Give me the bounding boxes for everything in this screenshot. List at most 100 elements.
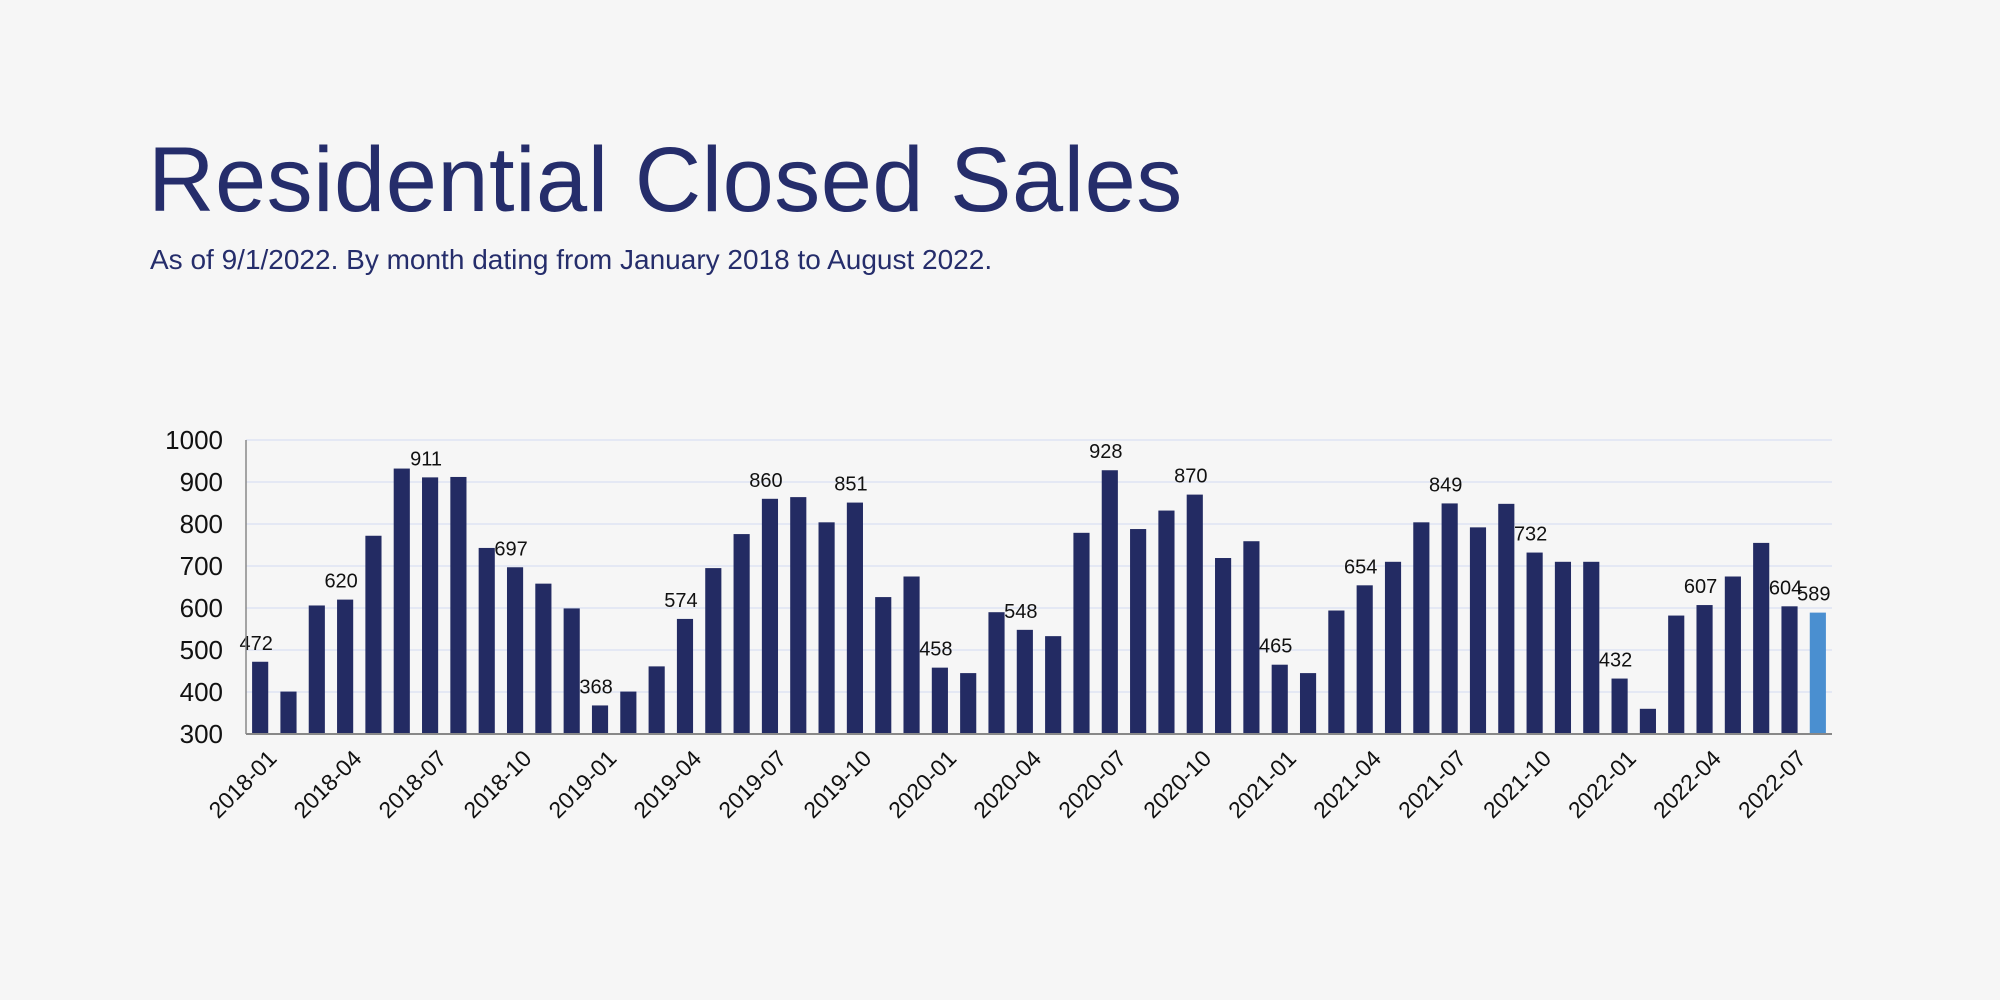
data-label-2018-10: 697	[494, 538, 527, 560]
x-tick-label: 2020-01	[883, 745, 961, 823]
data-label-2021-07: 849	[1429, 474, 1462, 496]
y-tick-label: 1000	[165, 425, 223, 455]
bar-2021-09	[1498, 503, 1515, 734]
bar-2022-04	[1696, 605, 1713, 734]
bar-2021-05	[1384, 561, 1402, 734]
x-tick-label: 2021-01	[1223, 745, 1301, 823]
data-label-2022-04: 607	[1684, 576, 1717, 598]
bar-2018-09	[478, 547, 495, 734]
bar-2020-04	[1016, 629, 1033, 734]
x-tick-label: 2021-10	[1478, 745, 1556, 823]
bar-2022-07	[1781, 606, 1798, 734]
bar-2019-12	[903, 576, 920, 734]
y-tick-label: 900	[180, 467, 223, 497]
bar-2019-05	[705, 568, 722, 734]
x-tick-label: 2019-04	[628, 745, 706, 823]
bar-2019-03	[648, 666, 665, 734]
bar-2021-04	[1356, 585, 1373, 734]
data-label-2021-10: 732	[1514, 524, 1547, 546]
data-label-2020-10: 870	[1174, 466, 1207, 488]
bar-2018-08	[450, 476, 467, 734]
x-tick-label: 2018-10	[458, 745, 536, 823]
data-label-2021-04: 654	[1344, 556, 1377, 578]
bar-2022-01	[1611, 678, 1628, 734]
bar-2018-11	[535, 583, 552, 734]
page-title: Residential Closed Sales	[148, 129, 1183, 231]
x-tick-label: 2021-04	[1308, 745, 1386, 823]
x-tick-label: 2021-07	[1393, 745, 1471, 823]
data-label-2019-04: 574	[664, 590, 697, 612]
bar-2021-07	[1441, 503, 1458, 734]
bar-2020-12	[1243, 541, 1260, 734]
bar-2022-03	[1668, 615, 1685, 734]
x-tick-label: 2022-01	[1563, 745, 1641, 823]
x-tick-label: 2020-07	[1053, 745, 1131, 823]
bar-2018-07	[422, 477, 439, 734]
bar-2019-07	[761, 498, 779, 734]
x-tick-label: 2020-10	[1138, 745, 1216, 823]
data-label-2020-07: 928	[1089, 441, 1122, 463]
data-label-2019-07: 860	[749, 470, 782, 492]
x-tick-label: 2022-04	[1648, 745, 1726, 823]
bar-2020-07	[1101, 470, 1118, 734]
x-tick-label: 2022-07	[1733, 745, 1811, 823]
bar-2021-08	[1469, 527, 1487, 734]
bar-2022-08	[1809, 612, 1826, 734]
bar-2019-10	[846, 502, 863, 734]
bar-2020-05	[1045, 636, 1062, 734]
bar-2020-11	[1215, 558, 1232, 734]
bar-2019-02	[620, 691, 637, 734]
bar-2018-10	[506, 567, 524, 734]
x-tick-label: 2019-01	[543, 745, 621, 823]
x-tick-label: 2018-04	[288, 745, 366, 823]
y-tick-label: 400	[180, 677, 223, 707]
x-tick-label: 2018-07	[373, 745, 451, 823]
y-tick-label: 600	[180, 593, 223, 623]
data-label-2020-04: 548	[1004, 601, 1037, 623]
data-label-2018-04: 620	[324, 571, 357, 593]
data-label-2022-07: 604	[1769, 577, 1802, 599]
y-tick-label: 800	[180, 509, 223, 539]
bar-2019-04	[676, 618, 694, 734]
bar-2022-05	[1724, 576, 1741, 734]
data-label-2019-01: 368	[579, 676, 612, 698]
bar-2022-06	[1753, 542, 1770, 734]
bar-2021-06	[1413, 522, 1430, 734]
bar-2020-02	[960, 673, 977, 734]
bar-2021-03	[1328, 610, 1345, 734]
bar-2019-06	[733, 534, 750, 734]
y-tick-label: 500	[180, 635, 223, 665]
data-label-2018-01: 472	[239, 633, 272, 655]
bar-2019-09	[818, 522, 835, 734]
data-label-2021-01: 465	[1259, 636, 1292, 658]
bar-2018-01	[252, 661, 269, 734]
bar-2021-10	[1526, 552, 1543, 734]
y-tick-label: 300	[180, 719, 223, 749]
bar-2018-05	[365, 535, 382, 734]
bar-2019-01	[591, 705, 609, 734]
bar-2021-12	[1583, 561, 1600, 734]
bar-2020-06	[1073, 532, 1090, 734]
bar-2019-08	[790, 497, 807, 734]
x-tick-label: 2019-10	[798, 745, 876, 823]
bar-2020-01	[931, 667, 948, 734]
bar-2018-06	[393, 468, 410, 734]
bar-2018-03	[308, 605, 325, 734]
page-subtitle: As of 9/1/2022. By month dating from Jan…	[150, 244, 993, 275]
x-tick-label: 2019-07	[713, 745, 791, 823]
bar-2020-03	[988, 612, 1005, 734]
bar-2020-08	[1130, 529, 1147, 734]
bar-2022-02	[1639, 708, 1656, 734]
x-tick-label: 2020-04	[968, 745, 1046, 823]
data-label-2022-01: 432	[1599, 650, 1632, 672]
bar-2021-01	[1271, 664, 1288, 734]
bar-2019-11	[875, 597, 892, 734]
y-tick-label: 700	[180, 551, 223, 581]
bar-2021-02	[1299, 673, 1317, 734]
bar-2020-10	[1186, 494, 1203, 734]
bar-2018-04	[337, 599, 354, 734]
data-label-2020-01: 458	[919, 639, 952, 661]
x-tick-label: 2018-01	[203, 745, 281, 823]
bar-2021-11	[1554, 561, 1572, 734]
